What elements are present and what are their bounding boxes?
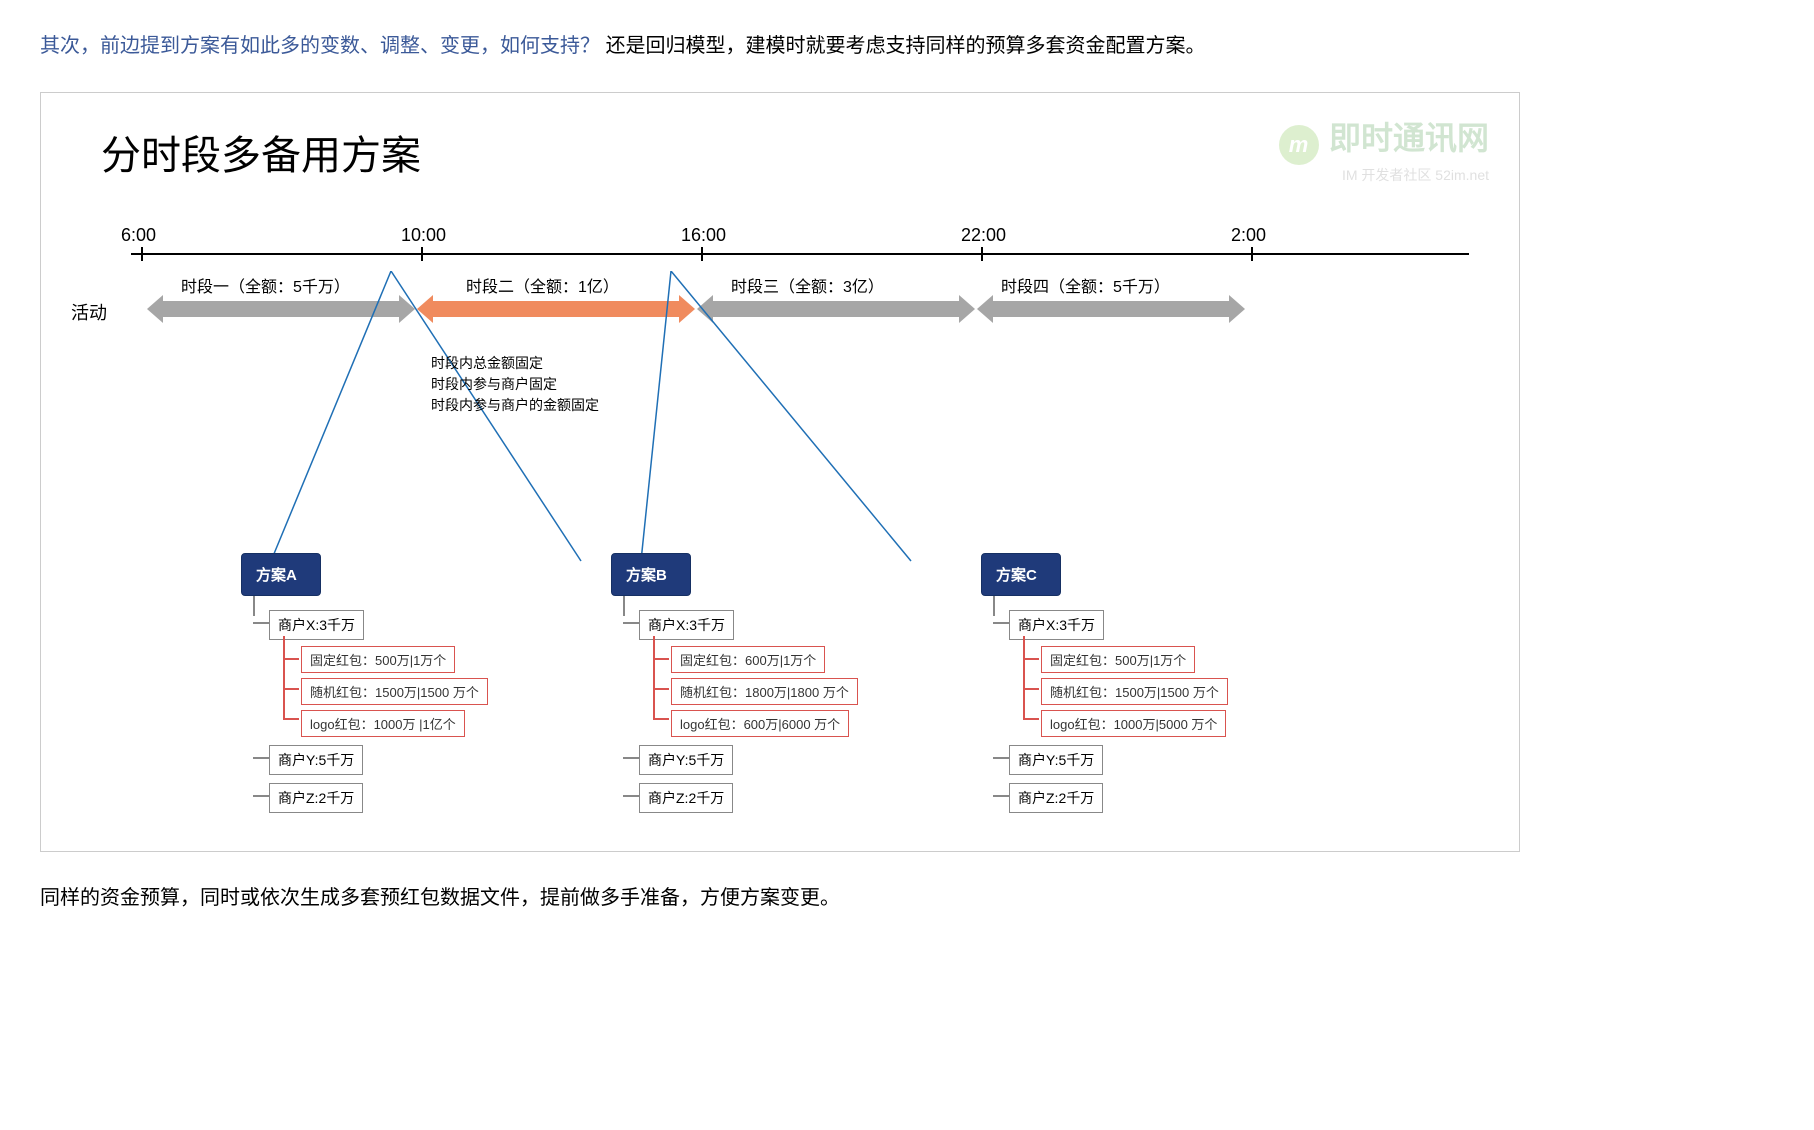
intro-black-text: 还是回归模型，建模时就要考虑支持同样的预算多套资金配置方案。 [606, 35, 1206, 57]
watermark-sub: IM 开发者社区 52im.net [1279, 165, 1489, 185]
redpacket-node: 随机红包：1500万|1500 万个 [1041, 678, 1228, 705]
outro-paragraph: 同样的资金预算，同时或依次生成多套预红包数据文件，提前做多手准备，方便方案变更。 [40, 882, 1774, 914]
timeline: 6:00 10:00 16:00 22:00 2:00 活动 时段一（全额：5千… [71, 225, 1489, 345]
time-tick-1: 10:00 [401, 225, 446, 246]
merchant-node: 商户Z:2千万 [639, 783, 733, 813]
time-tick-0: 6:00 [121, 225, 156, 246]
segment-arrow-0 [151, 295, 411, 323]
segment-label-0: 时段一（全额：5千万） [181, 273, 350, 297]
plan-1: 方案B商户X:3千万固定红包：600万|1万个随机红包：1800万|1800 万… [611, 553, 911, 813]
diagram-title: 分时段多备用方案 [101, 123, 421, 181]
plan-0: 方案A商户X:3千万固定红包：500万|1万个随机红包：1500万|1500 万… [241, 553, 541, 813]
plan-header: 方案B [611, 553, 691, 596]
timeline-axis [131, 253, 1469, 255]
watermark: m 即时通讯网 IM 开发者社区 52im.net [1279, 113, 1489, 185]
time-tick-3: 22:00 [961, 225, 1006, 246]
redpacket-node: 随机红包：1800万|1800 万个 [671, 678, 858, 705]
segment-label-1: 时段二（全额：1亿） [466, 273, 619, 297]
time-tick-4: 2:00 [1231, 225, 1266, 246]
intro-paragraph: 其次，前边提到方案有如此多的变数、调整、变更，如何支持？ 还是回归模型，建模时就… [40, 30, 1774, 62]
tick [141, 247, 143, 261]
tick [421, 247, 423, 261]
plan-2: 方案C商户X:3千万固定红包：500万|1万个随机红包：1500万|1500 万… [981, 553, 1281, 813]
tick [1251, 247, 1253, 261]
segment-arrow-3 [981, 295, 1241, 323]
merchant-node: 商户Y:5千万 [269, 745, 363, 775]
redpacket-node: 固定红包：600万|1万个 [671, 646, 825, 673]
redpacket-node: logo红包：1000万 |1亿个 [301, 710, 465, 737]
merchant-node: 商户Y:5千万 [639, 745, 733, 775]
plan-header: 方案C [981, 553, 1061, 596]
redpacket-node: logo红包：1000万|5000 万个 [1041, 710, 1226, 737]
middle-line-0: 时段内总金额固定 [431, 353, 599, 374]
tick [701, 247, 703, 261]
middle-line-2: 时段内参与商户的金额固定 [431, 395, 599, 416]
segment-label-2: 时段三（全额：3亿） [731, 273, 884, 297]
segment-label-3: 时段四（全额：5千万） [1001, 273, 1170, 297]
diagram-container: 分时段多备用方案 m 即时通讯网 IM 开发者社区 52im.net 6:00 … [40, 92, 1520, 852]
intro-blue-text: 其次，前边提到方案有如此多的变数、调整、变更，如何支持？ [40, 35, 600, 57]
middle-notes: 时段内总金额固定 时段内参与商户固定 时段内参与商户的金额固定 [431, 353, 599, 416]
watermark-main: 即时通讯网 [1329, 120, 1489, 156]
segment-arrow-1 [421, 295, 691, 323]
tick [981, 247, 983, 261]
activity-label: 活动 [71, 299, 107, 325]
merchant-node: 商户Y:5千万 [1009, 745, 1103, 775]
redpacket-node: 随机红包：1500万|1500 万个 [301, 678, 488, 705]
plan-header: 方案A [241, 553, 321, 596]
segment-arrow-2 [701, 295, 971, 323]
plans-container: 方案A商户X:3千万固定红包：500万|1万个随机红包：1500万|1500 万… [241, 553, 1469, 813]
redpacket-node: 固定红包：500万|1万个 [1041, 646, 1195, 673]
merchant-node: 商户Z:2千万 [1009, 783, 1103, 813]
watermark-badge-icon: m [1279, 125, 1319, 165]
time-tick-2: 16:00 [681, 225, 726, 246]
merchant-node: 商户Z:2千万 [269, 783, 363, 813]
redpacket-node: logo红包：600万|6000 万个 [671, 710, 849, 737]
redpacket-node: 固定红包：500万|1万个 [301, 646, 455, 673]
middle-line-1: 时段内参与商户固定 [431, 374, 599, 395]
